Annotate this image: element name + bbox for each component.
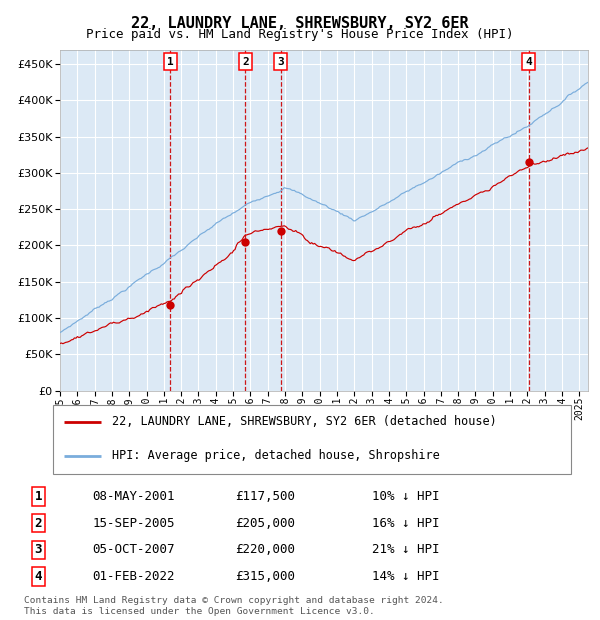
- Text: 2: 2: [242, 56, 249, 66]
- Text: 16% ↓ HPI: 16% ↓ HPI: [372, 516, 439, 529]
- Text: 21% ↓ HPI: 21% ↓ HPI: [372, 543, 439, 556]
- Text: 1: 1: [35, 490, 42, 503]
- Text: £117,500: £117,500: [235, 490, 295, 503]
- Text: This data is licensed under the Open Government Licence v3.0.: This data is licensed under the Open Gov…: [24, 606, 375, 616]
- Text: 05-OCT-2007: 05-OCT-2007: [92, 543, 175, 556]
- Text: £205,000: £205,000: [235, 516, 295, 529]
- Text: £315,000: £315,000: [235, 570, 295, 583]
- FancyBboxPatch shape: [53, 405, 571, 474]
- Text: 10% ↓ HPI: 10% ↓ HPI: [372, 490, 439, 503]
- Text: 22, LAUNDRY LANE, SHREWSBURY, SY2 6ER: 22, LAUNDRY LANE, SHREWSBURY, SY2 6ER: [131, 16, 469, 30]
- Text: 4: 4: [526, 56, 532, 66]
- Text: 3: 3: [277, 56, 284, 66]
- Text: £220,000: £220,000: [235, 543, 295, 556]
- Text: Contains HM Land Registry data © Crown copyright and database right 2024.: Contains HM Land Registry data © Crown c…: [24, 596, 444, 605]
- Text: 22, LAUNDRY LANE, SHREWSBURY, SY2 6ER (detached house): 22, LAUNDRY LANE, SHREWSBURY, SY2 6ER (d…: [112, 415, 497, 428]
- Text: 3: 3: [35, 543, 42, 556]
- Text: Price paid vs. HM Land Registry's House Price Index (HPI): Price paid vs. HM Land Registry's House …: [86, 28, 514, 41]
- Text: 08-MAY-2001: 08-MAY-2001: [92, 490, 175, 503]
- Text: HPI: Average price, detached house, Shropshire: HPI: Average price, detached house, Shro…: [112, 450, 440, 462]
- Text: 15-SEP-2005: 15-SEP-2005: [92, 516, 175, 529]
- Text: 2: 2: [35, 516, 42, 529]
- Text: 1: 1: [167, 56, 173, 66]
- Text: 01-FEB-2022: 01-FEB-2022: [92, 570, 175, 583]
- Text: 14% ↓ HPI: 14% ↓ HPI: [372, 570, 439, 583]
- Text: 4: 4: [35, 570, 42, 583]
